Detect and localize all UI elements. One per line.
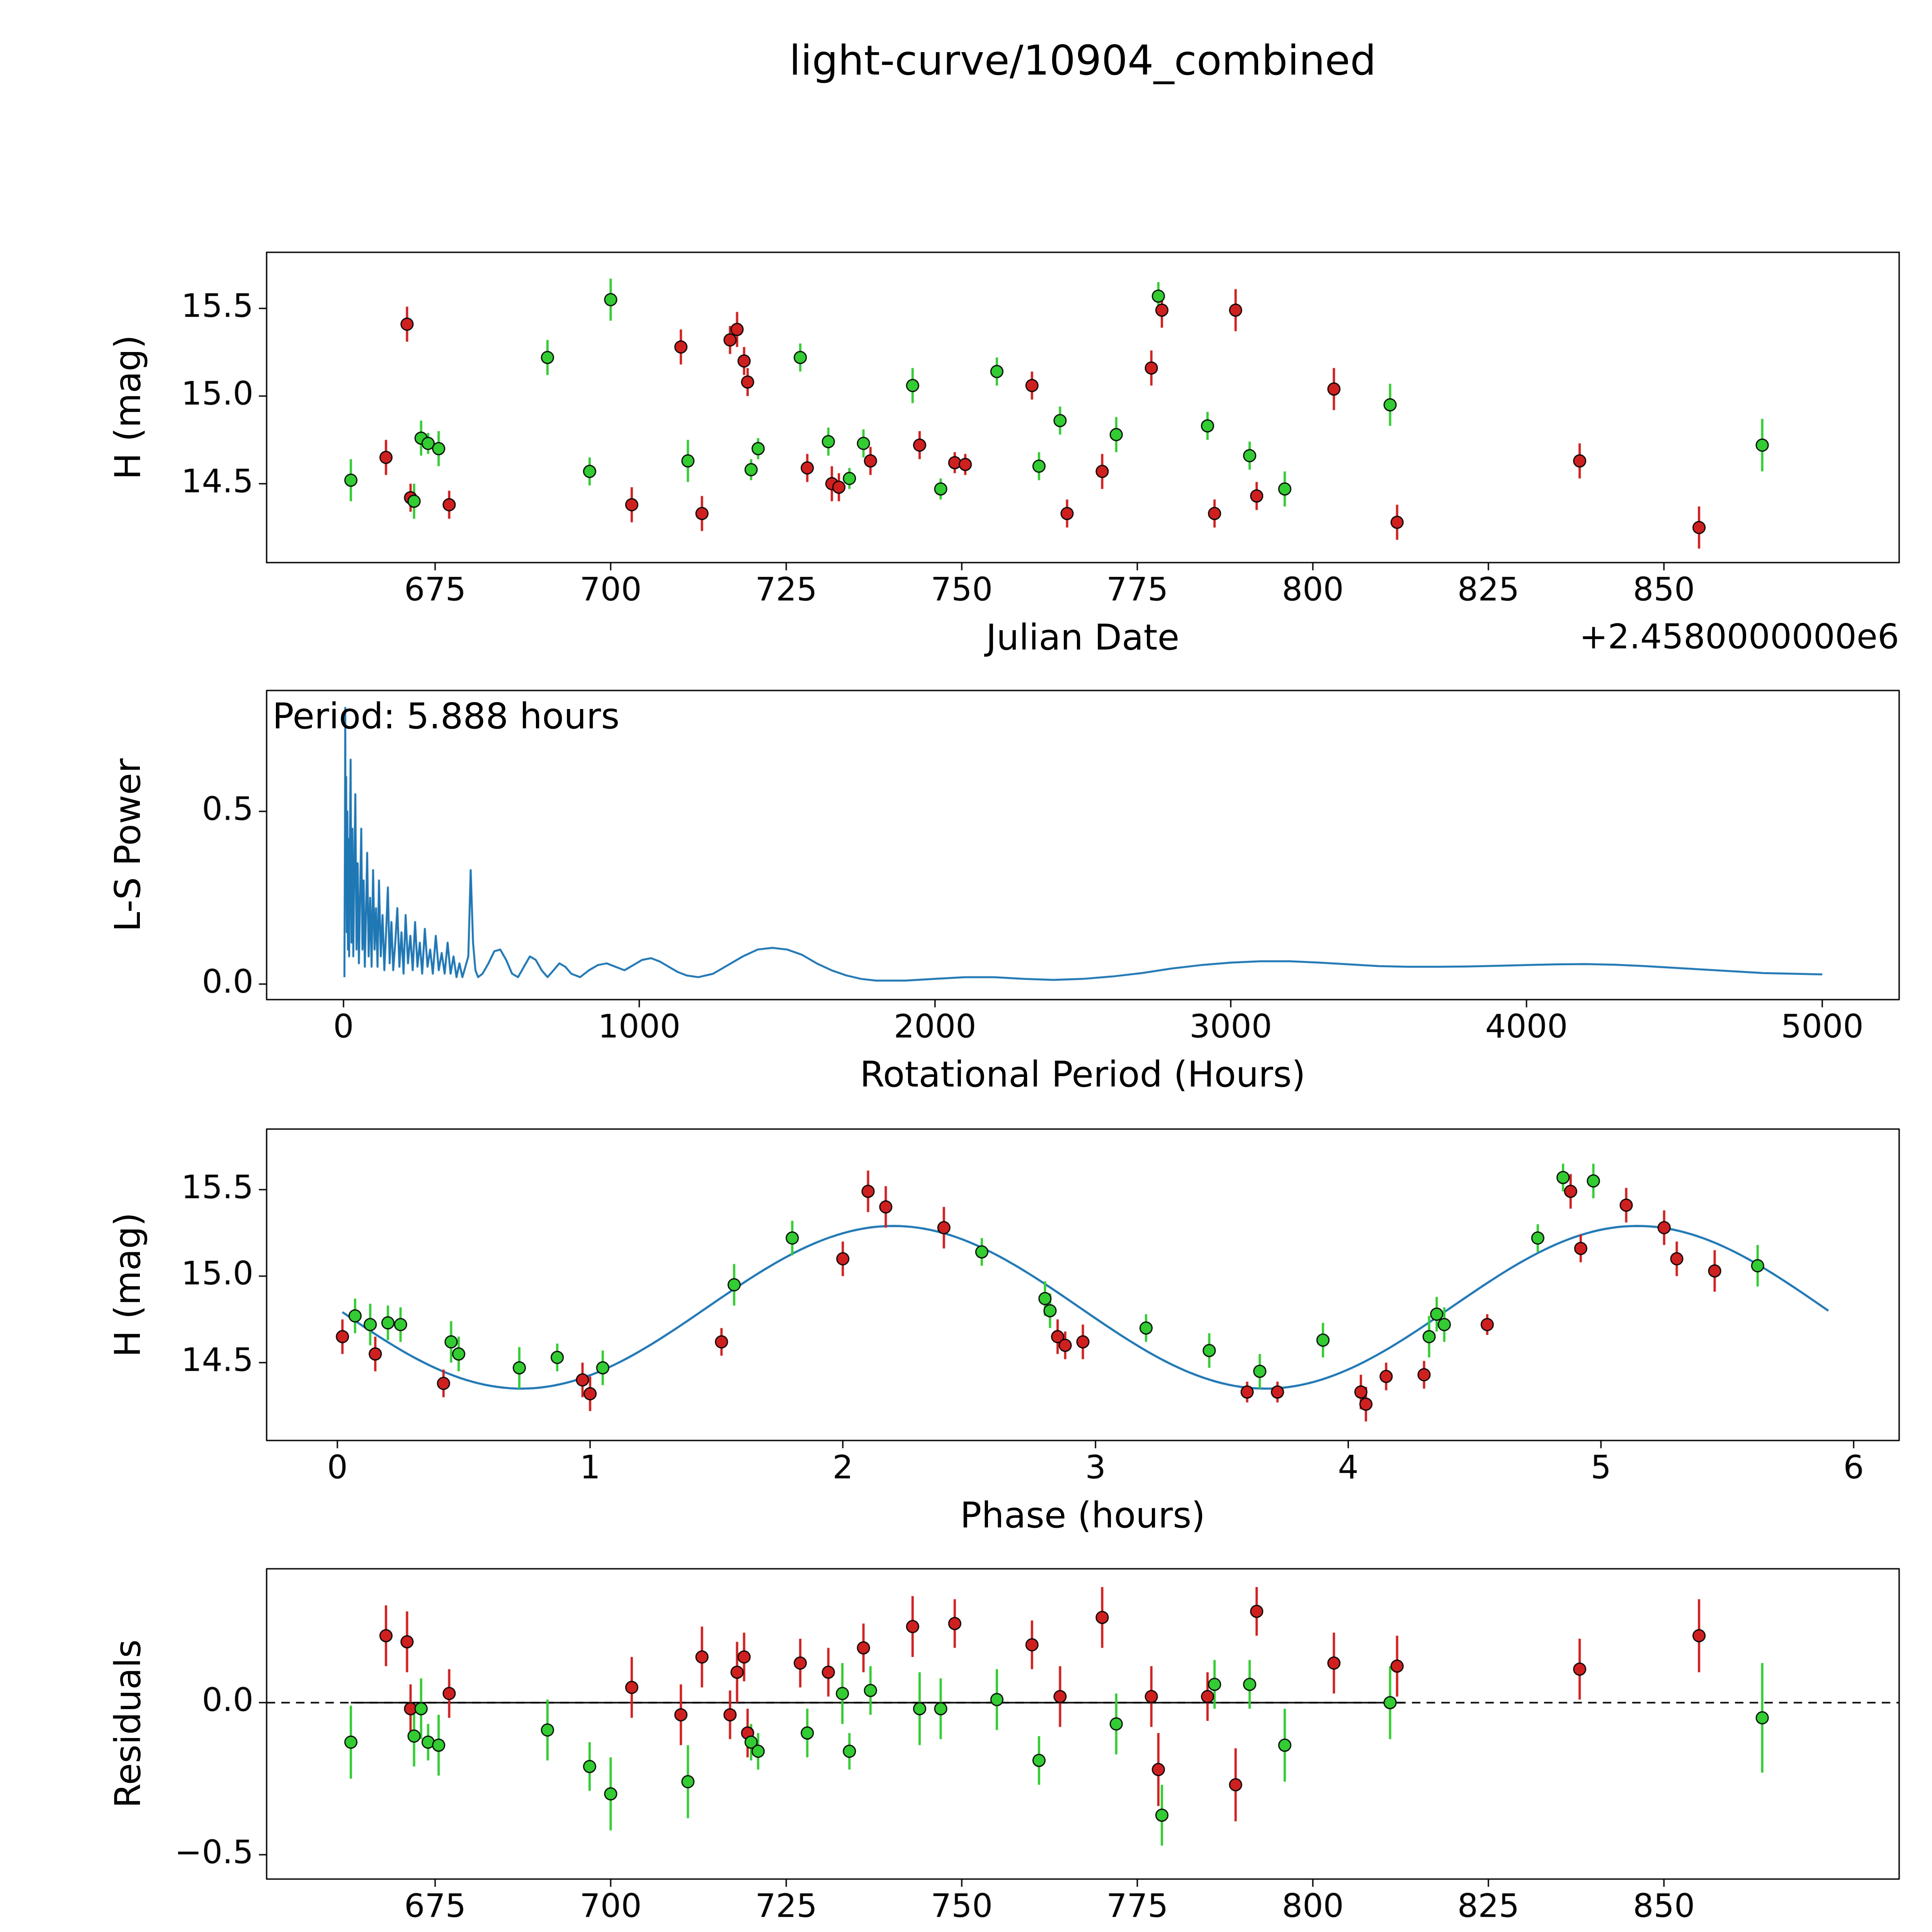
ylabel-residuals: Residuals: [107, 1639, 148, 1808]
ylabel-hmag-phase: H (mag): [107, 1212, 148, 1357]
panel-jd-lightcurve: [267, 252, 1899, 563]
panel-periodogram: [267, 690, 1899, 1000]
ylabel-hmag-top: H (mag): [107, 335, 148, 480]
panel-residuals: [267, 1569, 1899, 1879]
xlabel-phase-hours: Phase (hours): [960, 1495, 1206, 1536]
figure-title: light-curve/10904_combined: [789, 37, 1376, 84]
jd-axis-offset-top: +2.4580000000e6: [1579, 617, 1899, 656]
panel-phase-folded: [267, 1129, 1899, 1440]
period-annotation: Period: 5.888 hours: [272, 696, 620, 737]
ylabel-ls-power: L-S Power: [107, 758, 148, 932]
xlabel-rotational-period: Rotational Period (Hours): [860, 1054, 1306, 1095]
xlabel-julian-date-top: Julian Date: [986, 617, 1180, 658]
